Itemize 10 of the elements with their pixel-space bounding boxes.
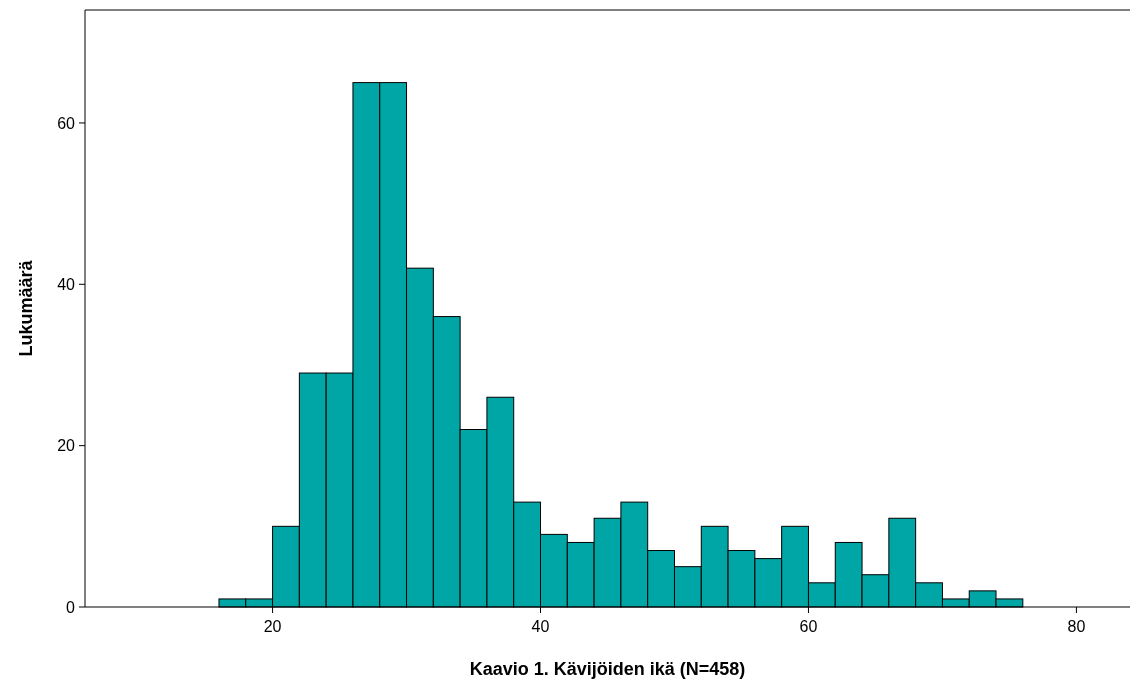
x-tick-label: 40: [531, 618, 550, 635]
y-tick-label: 0: [66, 598, 76, 616]
y-axis-title: Lukumäärä: [16, 259, 36, 357]
x-tick-label: 60: [799, 618, 818, 635]
y-tick-label: 60: [57, 114, 76, 132]
y-tick-label: 40: [57, 275, 76, 293]
x-axis-title: Kaavio 1. Kävijöiden ikä (N=458): [469, 659, 746, 679]
y-tick-label: 20: [57, 437, 76, 455]
x-tick-label: 80: [1067, 618, 1086, 635]
x-tick-label: 20: [263, 618, 282, 635]
